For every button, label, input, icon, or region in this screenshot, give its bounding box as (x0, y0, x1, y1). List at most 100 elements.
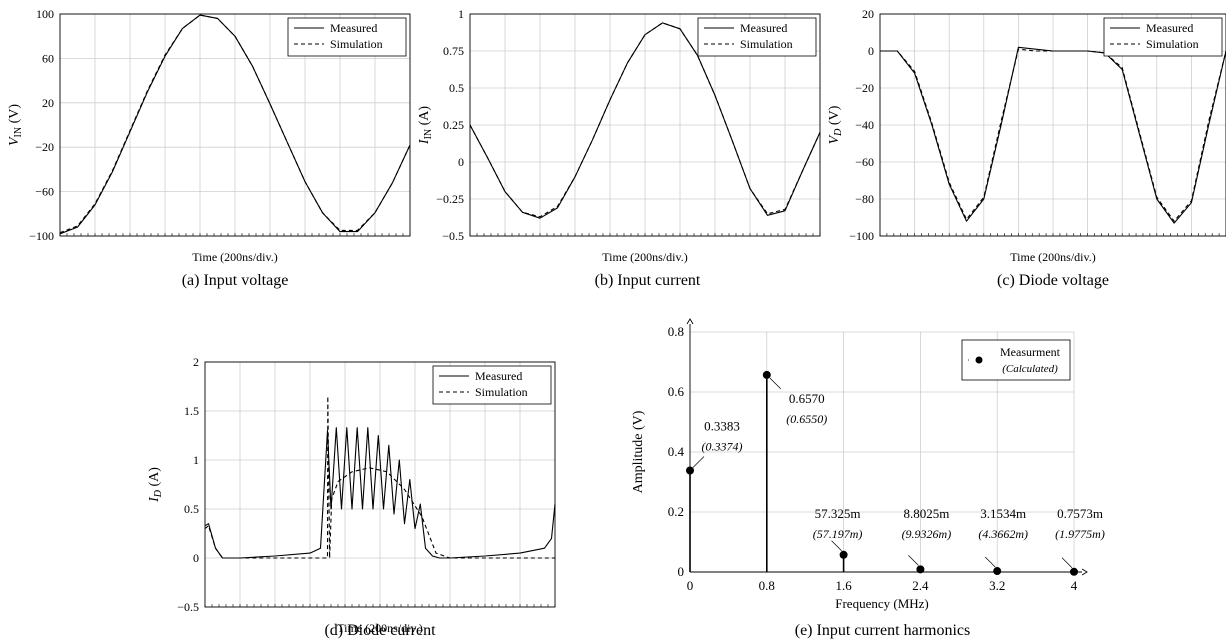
caption-input-voltage: (a) Input voltage (181, 272, 289, 289)
label-leader (984, 556, 996, 568)
y-tick-label: 0.4 (668, 444, 685, 459)
legend-box (287, 17, 407, 57)
y-tick-label: −20 (855, 81, 874, 95)
y-tick-label: 1.5 (184, 404, 199, 418)
chart-diode-voltage-svg: −100 −80 −60 −40 −20 0 20 Measured Simulation Tim… (827, 7, 1226, 264)
harmonic-value-label: 0.6570 (789, 391, 825, 406)
label-leader (769, 377, 782, 390)
series-simulation-line (59, 14, 411, 234)
harmonic-calculated-label: (57.197m) (813, 527, 863, 541)
harmonic-point (993, 567, 1002, 576)
chart-input-voltage-svg: −100 −60 −20 20 60 100 Measured Simulation Time … (7, 7, 411, 264)
plot-frame (59, 13, 411, 237)
label-leader (831, 540, 842, 552)
y-tick-label: 2 (193, 355, 199, 369)
legend-box (697, 17, 817, 57)
harmonic-point (916, 565, 925, 574)
harmonic-calculated-label: (1.9775m) (1055, 527, 1105, 541)
y-tick-label: 100 (36, 7, 54, 21)
y-tick-label: 0.75 (443, 44, 464, 58)
harmonic-point (1070, 567, 1078, 576)
y-tick-label: 0.8 (668, 324, 684, 339)
y-tick-label: 20 (862, 7, 874, 21)
legend-label-measurment: Measurment (1000, 345, 1061, 359)
y-tick-label: 0.6 (668, 384, 685, 399)
y-tick-label: 0 (678, 564, 685, 579)
x-tick-label: 2.4 (912, 578, 929, 593)
y-tick-label: −100 (29, 229, 54, 243)
x-tick-label: 0 (687, 578, 694, 593)
y-tick-label: 0 (458, 155, 464, 169)
legend-swatch-point (975, 356, 983, 364)
y-axis-label: Amplitude (V) (631, 410, 646, 493)
series-simulation-line (469, 22, 821, 218)
chart-input-current-harmonics: 0 0.8 1.6 2.4 3.2 4 0 0.2 0.4 0.6 0.8 0.3383 (0.3374… (620, 318, 1105, 630)
y-tick-label: 60 (42, 51, 54, 65)
chart-diode-current: −0.5 0 0.5 1 1.5 2 Measured Simulation Time (200… (140, 330, 580, 635)
plot-frame (204, 361, 556, 608)
legend-label-measured: Measured (330, 21, 377, 35)
harmonic-point (686, 466, 694, 475)
harmonic-value-label: 0.7573m (1057, 506, 1103, 521)
y-tick-label: −60 (855, 155, 874, 169)
y-tick-label: 0.5 (449, 81, 464, 95)
harmonic-value-label: 57.325m (815, 506, 861, 521)
series-measured-line (204, 427, 556, 559)
y-tick-label: −80 (855, 192, 874, 206)
y-axis-label: ID (A) (147, 467, 164, 503)
harmonic-value-label: 3.1534m (980, 506, 1026, 521)
chart-input-current: −0.5 −0.25 0 0.25 0.5 0.75 1 Measured Simulation… (410, 0, 821, 270)
x-tick-label: 0.8 (759, 578, 775, 593)
harmonic-point (839, 550, 848, 559)
chart-input-current-harmonics-svg: 0 0.8 1.6 2.4 3.2 4 0 0.2 0.4 0.6 0.8 0.3383 (0.3374… (631, 318, 1105, 611)
harmonic-calculated-label: (0.3374) (702, 440, 743, 454)
y-axis-label: VD (V) (827, 105, 844, 144)
y-tick-label: −0.5 (177, 600, 199, 614)
y-tick-label: 0.25 (443, 118, 464, 132)
series-simulation-line (204, 395, 555, 559)
x-tick-label: 3.2 (989, 578, 1005, 593)
y-tick-label: −0.5 (442, 229, 464, 243)
caption-diode-voltage: (c) Diode voltage (997, 272, 1109, 289)
harmonic-calculated-label: (4.3662m) (978, 527, 1028, 541)
series-simulation-line (880, 48, 1226, 222)
x-axis-arrow (1081, 568, 1088, 576)
y-tick-label: −60 (35, 185, 54, 199)
caption-input-current: (b) Input current (594, 272, 701, 289)
legend-label-calculated: (Calculated) (1002, 363, 1058, 375)
legend-label-measured: Measured (740, 21, 787, 35)
plot-frame (879, 13, 1226, 237)
x-axis-label: Time (200ns/div.) (337, 621, 422, 635)
y-tick-label: 1 (458, 7, 464, 21)
x-axis-label: Time (200ns/div.) (602, 250, 687, 264)
legend-label-simulation: Simulation (330, 37, 383, 51)
y-tick-label: 20 (42, 96, 54, 110)
y-tick-label: 0.5 (184, 502, 199, 516)
y-tick-label: −20 (35, 140, 54, 154)
legend-label-measured: Measured (1146, 21, 1193, 35)
x-axis-label: Time (200ns/div.) (192, 250, 277, 264)
y-tick-label: 0 (193, 551, 199, 565)
harmonic-point (762, 370, 771, 379)
harmonic-value-label: 8.8025m (903, 506, 949, 521)
harmonic-calculated-label: (0.6550) (786, 412, 827, 426)
y-tick-label: 0 (868, 44, 874, 58)
y-tick-label: −100 (849, 229, 874, 243)
legend-label-simulation: Simulation (475, 385, 528, 399)
harmonic-calculated-label: (9.9326m) (902, 527, 952, 541)
y-axis-label: IIN (A) (417, 106, 434, 146)
y-tick-label: −0.25 (436, 192, 464, 206)
x-axis-label: Frequency (MHz) (835, 596, 929, 611)
x-axis-label: Time (200ns/div.) (1010, 250, 1095, 264)
x-tick-label: 4 (1071, 578, 1078, 593)
label-leader (908, 555, 919, 566)
x-tick-label: 1.6 (835, 578, 852, 593)
legend-label-simulation: Simulation (740, 37, 793, 51)
chart-input-voltage: −100 −60 −20 20 60 100 Measured Simulation Time … (0, 0, 411, 270)
legend-label-measured: Measured (475, 369, 522, 383)
y-tick-label: 1 (193, 453, 199, 467)
chart-diode-current-svg: −0.5 0 0.5 1 1.5 2 Measured Simulation Time (200… (147, 355, 556, 635)
caption-input-current-harmonics: (e) Input current harmonics (794, 622, 971, 639)
label-leader (692, 456, 705, 468)
y-tick-label: −40 (855, 118, 874, 132)
